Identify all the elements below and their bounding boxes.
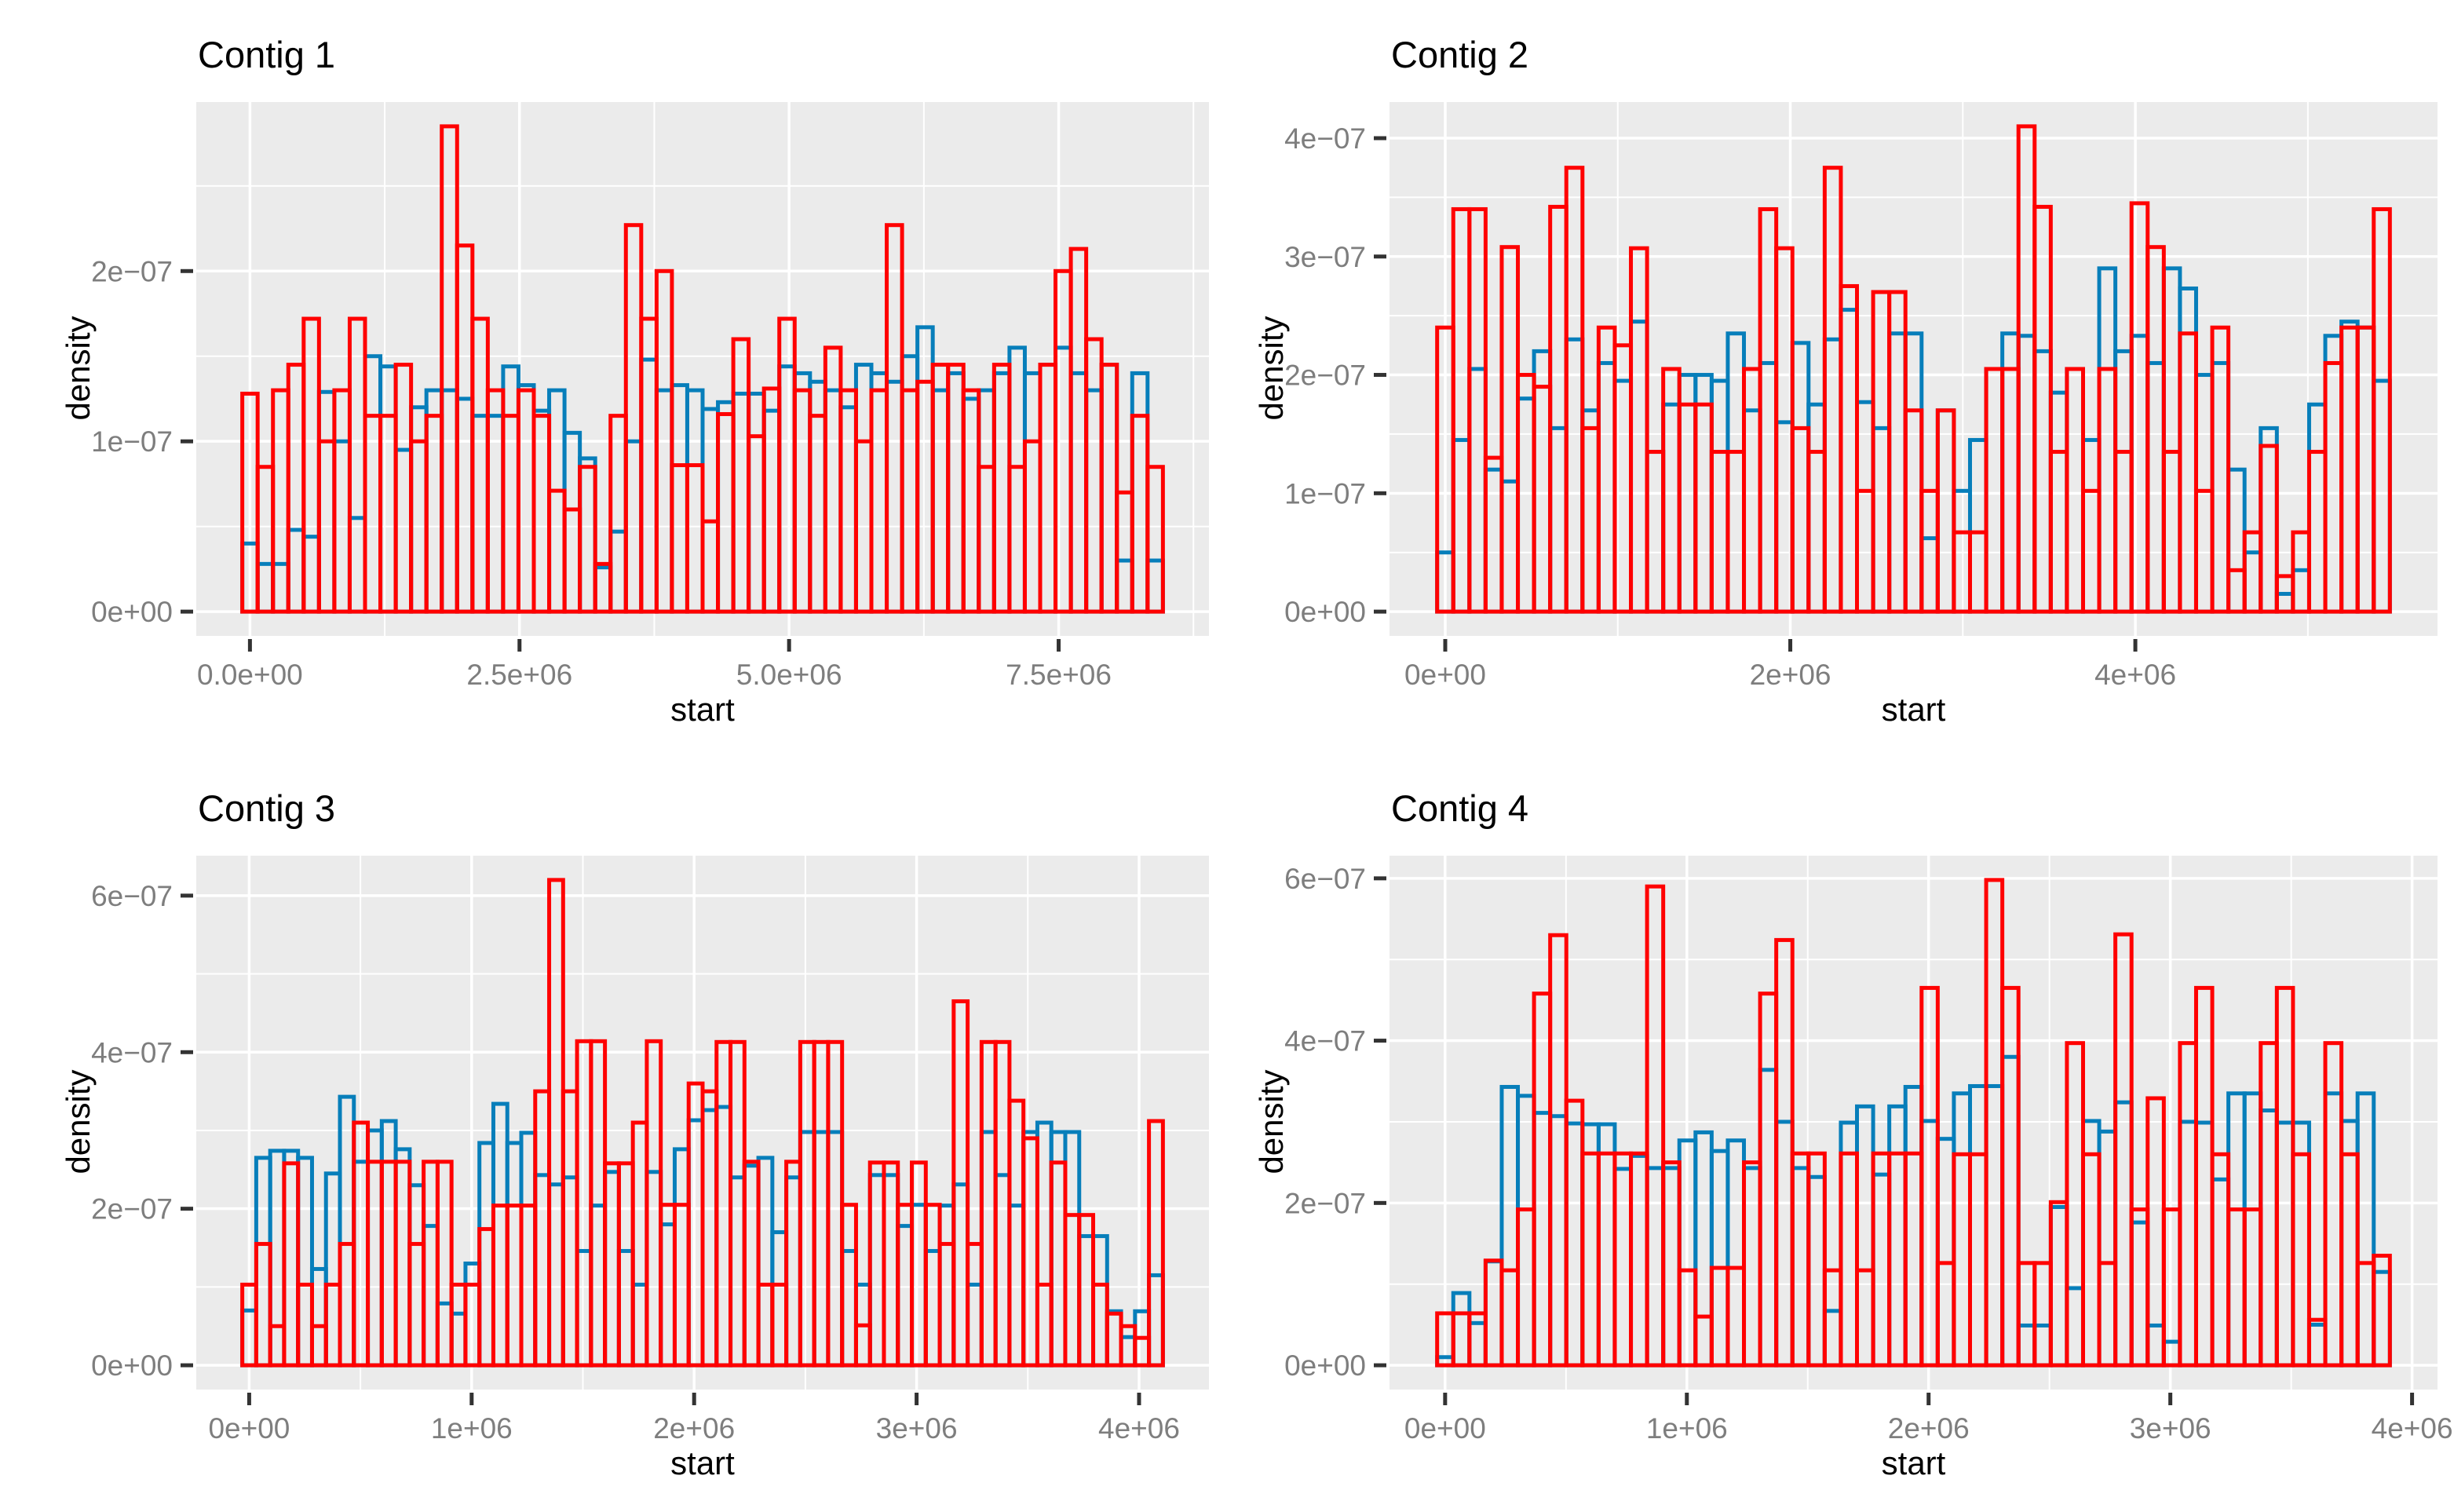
y-tick-label: 2e−07 (91, 255, 173, 287)
series-red (240, 878, 1165, 1368)
red-bar (2113, 932, 2134, 1368)
red-bar (2291, 1152, 2311, 1368)
y-tick-label: 6e−07 (91, 880, 173, 912)
x-tick-label: 2.5e+06 (466, 659, 572, 691)
series-red (1435, 878, 2392, 1368)
x-tick-label: 1e+06 (431, 1412, 513, 1444)
red-bar (578, 465, 597, 614)
x-tick-label: 4e+06 (2094, 659, 2176, 691)
x-tick-label: 0e+00 (1404, 1412, 1486, 1444)
y-tick-label: 2e−07 (1284, 1187, 1366, 1219)
y-tick-label: 4e−07 (91, 1036, 173, 1068)
y-tick-label: 1e−07 (91, 425, 173, 458)
panel-1: 0.0e+00 2.5e+06 5.0e+06 7.5e+06 0e+00 1e−07 2e… (91, 102, 1209, 691)
x-tick-label: 0e+00 (208, 1412, 290, 1444)
red-bar (1839, 1151, 1860, 1368)
panel-background (1390, 102, 2438, 636)
x-tick-label: 3e+06 (876, 1412, 958, 1444)
x-axis-title-panel-1: start (670, 691, 735, 728)
y-tick-label: 4e−07 (1284, 1025, 1366, 1057)
red-bar (1645, 884, 1666, 1368)
red-bar (2178, 331, 2198, 614)
x-tick-label: 3e+06 (2130, 1412, 2211, 1444)
panel-4: 0e+00 1e+06 2e+06 3e+06 4e+06 0e+00 2e−07 4e−07… (1284, 856, 2453, 1444)
panel-title-contig-4: Contig 4 (1391, 787, 1529, 829)
red-bar (1021, 1136, 1039, 1368)
x-tick-label: 1e+06 (1646, 1412, 1728, 1444)
red-bar (2372, 1254, 2392, 1368)
red-bar (2000, 985, 2021, 1368)
y-tick-label: 2e−07 (1284, 360, 1366, 392)
series-red (240, 124, 1165, 614)
series-red (1435, 124, 2392, 614)
red-bar (1806, 1151, 1827, 1368)
red-bar (1661, 1160, 1682, 1368)
x-tick-label: 5.0e+06 (736, 659, 842, 691)
y-tick-label: 6e−07 (1284, 863, 1366, 895)
y-axis-title-panel-3: density (60, 1069, 97, 1174)
panel-title-contig-3: Contig 3 (198, 787, 336, 829)
red-bar (742, 1160, 761, 1368)
y-tick-label: 0e+00 (1284, 596, 1366, 628)
x-tick-label: 0.0e+00 (197, 659, 303, 691)
y-tick-label: 2e−07 (91, 1193, 173, 1225)
y-axis-title-panel-2: density (1253, 316, 1290, 421)
red-bar (2145, 245, 2166, 614)
y-axis-title-panel-4: density (1253, 1069, 1290, 1174)
red-bar (1839, 283, 1860, 614)
red-bar (840, 1203, 858, 1368)
x-tick-label: 2e+06 (653, 1412, 735, 1444)
panel-title-contig-1: Contig 1 (198, 34, 336, 75)
red-bar (282, 1161, 301, 1368)
red-bar (1467, 206, 1488, 614)
red-bar (2080, 1152, 2102, 1368)
red-bar (1147, 1119, 1165, 1368)
x-axis-title-panel-4: start (1881, 1444, 1946, 1481)
panel-3: 0e+00 1e+06 2e+06 3e+06 4e+06 0e+00 2e−07 4e−07… (91, 856, 1209, 1444)
red-bar (2339, 1152, 2360, 1368)
panel-title-contig-2: Contig 2 (1391, 34, 1529, 75)
y-tick-label: 1e−07 (1284, 477, 1366, 509)
x-tick-label: 2e+06 (1888, 1412, 1970, 1444)
red-bar (1564, 166, 1585, 614)
y-tick-label: 0e+00 (91, 596, 173, 628)
x-axis-title-panel-3: start (670, 1444, 735, 1481)
red-bar (654, 268, 674, 614)
red-bar (951, 999, 970, 1368)
y-tick-label: 0e+00 (91, 1349, 173, 1382)
red-bar (2032, 204, 2053, 614)
red-bar (1919, 985, 1940, 1368)
panel-2: 0e+00 2e+06 4e+06 0e+00 1e−07 2e−07 3e−07 4e−07 (1284, 102, 2438, 691)
y-tick-label: 0e+00 (1284, 1349, 1366, 1382)
y-axis-title-panel-1: density (60, 316, 97, 421)
y-tick-label: 4e−07 (1284, 122, 1366, 155)
y-tick-label: 3e−07 (1284, 241, 1366, 273)
red-bar (2210, 325, 2231, 614)
x-tick-label: 0e+00 (1404, 659, 1486, 691)
red-bar (435, 1160, 454, 1368)
x-tick-label: 2e+06 (1750, 659, 1831, 691)
red-bar (1099, 363, 1119, 614)
red-bar (254, 1242, 272, 1368)
x-tick-label: 7.5e+06 (1006, 659, 1112, 691)
red-bar (2259, 444, 2279, 614)
x-axis-title-panel-2: start (1881, 691, 1946, 728)
x-tick-label: 4e+06 (2372, 1412, 2453, 1444)
panel-background (1390, 856, 2438, 1390)
red-bar (1145, 465, 1165, 614)
x-tick-label: 4e+06 (1098, 1412, 1180, 1444)
red-bar (1629, 246, 1649, 614)
red-bar (1935, 408, 1956, 614)
red-bar (2372, 206, 2392, 614)
